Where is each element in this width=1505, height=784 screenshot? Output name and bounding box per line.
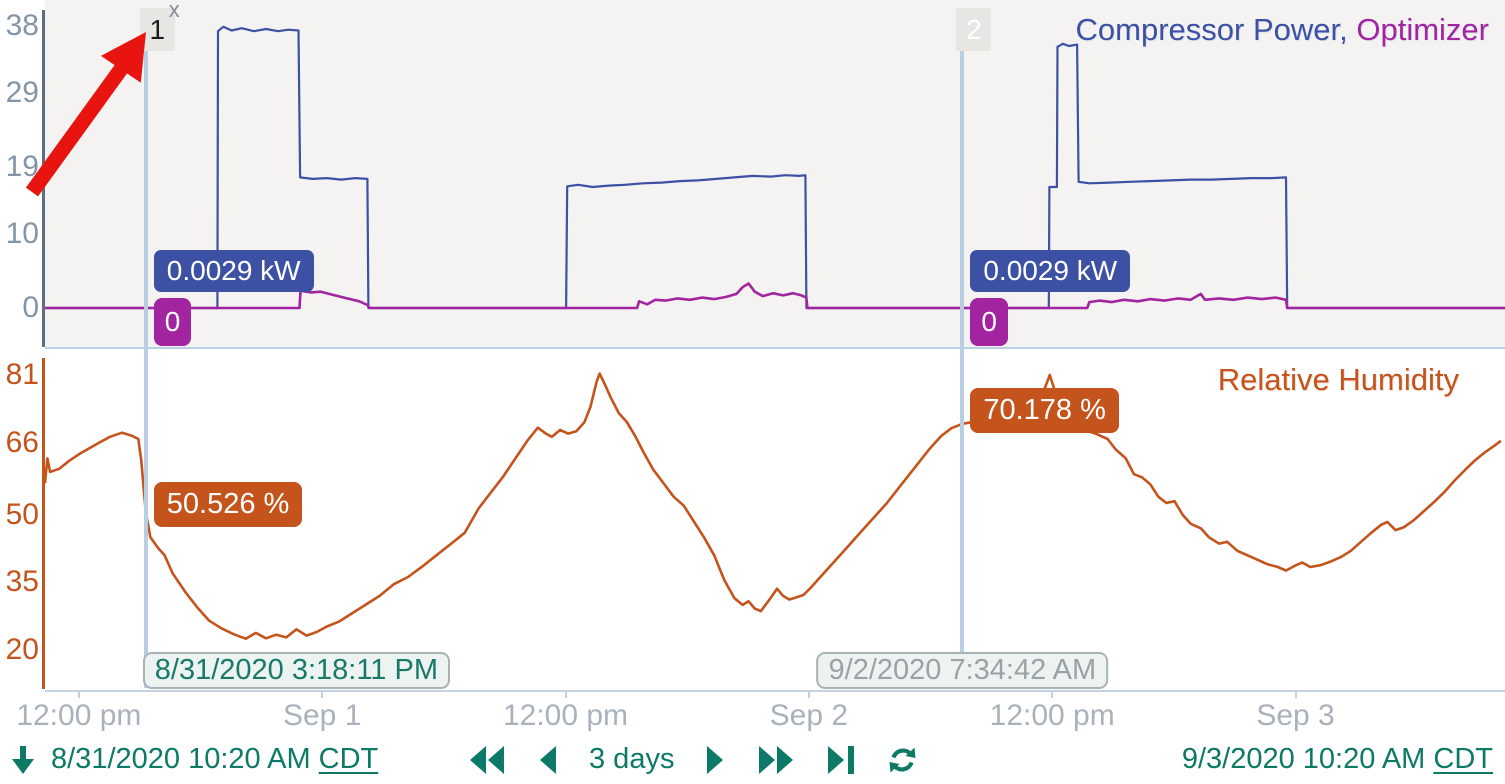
x-axis-label: Sep 1 xyxy=(282,699,362,732)
x-axis-label: Sep 3 xyxy=(1256,699,1335,732)
top-chart-y-axis-line xyxy=(42,10,45,347)
y-tick-label: 20 xyxy=(5,632,39,666)
x-axis-tick xyxy=(77,690,80,698)
x-axis-label: 12:00 pm xyxy=(989,699,1115,732)
legend-separator: , xyxy=(1339,12,1357,47)
range-end-date: 9/3/2020 10:20 AM xyxy=(1181,743,1426,775)
x-axis-label: 12:00 pm xyxy=(16,699,142,732)
range-start-datetime: 8/31/2020 10:20 AM CDT xyxy=(51,743,378,776)
fast-backward-icon xyxy=(470,745,504,774)
y-tick-label: 35 xyxy=(5,565,39,599)
top-chart-legend: Compressor Power, Optimizer xyxy=(1076,12,1489,48)
download-icon xyxy=(12,745,34,774)
x-axis-tick xyxy=(564,690,567,698)
fast-forward-button[interactable] xyxy=(758,745,795,775)
relative-humidity-chart[interactable] xyxy=(45,350,1505,690)
fast-forward-icon xyxy=(759,745,794,774)
marker-1-flag[interactable]: 1 x xyxy=(139,0,180,51)
range-start-date: 8/31/2020 10:20 AM xyxy=(51,743,311,775)
range-duration-label[interactable]: 3 days xyxy=(589,743,675,775)
marker-2-line[interactable] xyxy=(960,8,965,688)
y-tick-label: 66 xyxy=(5,425,39,459)
step-backward-icon xyxy=(540,745,556,774)
marker-1-compressor-value-badge: 0.0029 kW xyxy=(153,250,314,292)
y-tick-label: 10 xyxy=(5,216,39,250)
x-axis-tick xyxy=(807,690,810,698)
x-axis-tick xyxy=(321,690,324,698)
y-tick-label: 50 xyxy=(5,497,39,531)
start-timezone-link[interactable]: CDT xyxy=(318,743,379,775)
marker-2-humidity-value-badge: 70.178 % xyxy=(970,388,1119,433)
y-tick-label: 19 xyxy=(5,150,39,183)
download-button[interactable] xyxy=(10,745,36,775)
refresh-icon xyxy=(889,747,916,772)
compressor-power-plot[interactable] xyxy=(45,0,1505,347)
y-tick-label: 38 xyxy=(5,9,39,42)
marker-2-number: 2 xyxy=(966,14,982,45)
marker-2-timestamp: 9/2/2020 7:34:42 AM xyxy=(816,652,1109,689)
range-end-datetime: 9/3/2020 10:20 AM CDT xyxy=(1182,743,1493,776)
bottom-chart-y-axis-line xyxy=(42,358,45,689)
marker-2-compressor-value-badge: 0.0029 kW xyxy=(970,250,1131,292)
end-timezone-link[interactable]: CDT xyxy=(1433,743,1493,775)
marker-1-number: 1 xyxy=(149,14,166,45)
x-axis-tick xyxy=(1051,690,1054,698)
toolbar-start-group: 8/31/2020 10:20 AM CDT xyxy=(10,735,378,784)
refresh-button[interactable] xyxy=(887,745,918,775)
compressor-power-chart[interactable] xyxy=(45,0,1505,349)
skip-to-end-button[interactable] xyxy=(827,745,855,775)
step-forward-button[interactable] xyxy=(706,745,726,775)
x-axis-label: Sep 2 xyxy=(769,699,849,732)
y-tick-label: 81 xyxy=(5,358,39,391)
step-forward-icon xyxy=(707,745,724,774)
marker-1-optimizer-value-badge: 0 xyxy=(153,298,192,346)
fast-backward-button[interactable] xyxy=(468,745,505,775)
step-backward-button[interactable] xyxy=(537,745,557,775)
bottom-chart-legend: Relative Humidity xyxy=(1217,362,1459,397)
x-axis-label: 12:00 pm xyxy=(502,699,629,732)
x-axis-baseline xyxy=(45,690,1505,692)
y-tick-label: 29 xyxy=(5,75,39,109)
toolbar: 8/31/2020 10:20 AM CDT 3 days xyxy=(0,735,1505,784)
relative-humidity-plot[interactable] xyxy=(45,350,1505,690)
marker-1-line[interactable] xyxy=(143,8,148,688)
x-axis-tick xyxy=(1294,690,1297,698)
marker-2-optimizer-value-badge: 0 xyxy=(970,298,1008,346)
legend-compressor-power: Compressor Power xyxy=(1075,12,1340,47)
marker-2-flag[interactable]: 2 xyxy=(956,8,992,51)
marker-1-timestamp: 8/31/2020 3:18:11 PM xyxy=(142,652,450,689)
toolbar-end-group: 9/3/2020 10:20 AM CDT xyxy=(1182,735,1493,784)
toolbar-nav-group: 3 days xyxy=(468,735,918,784)
legend-optimizer: Optimizer xyxy=(1356,12,1489,47)
skip-to-end-icon xyxy=(828,745,855,774)
y-tick-label: 0 xyxy=(22,291,39,324)
marker-1-humidity-value-badge: 50.526 % xyxy=(153,482,303,527)
marker-1-close-icon[interactable]: x xyxy=(168,0,180,22)
